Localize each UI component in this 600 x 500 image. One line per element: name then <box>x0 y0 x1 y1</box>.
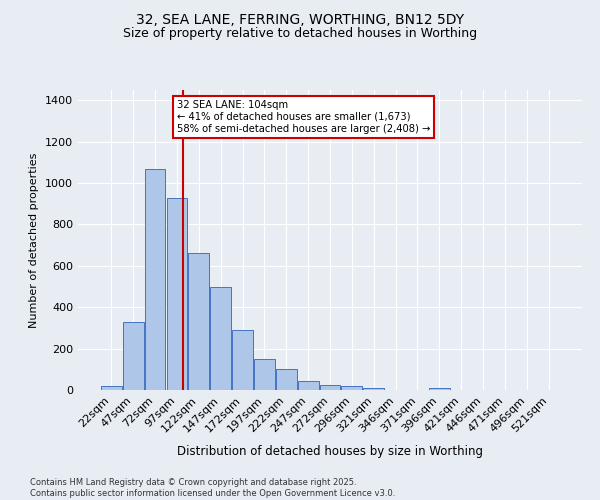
Text: Size of property relative to detached houses in Worthing: Size of property relative to detached ho… <box>123 28 477 40</box>
Y-axis label: Number of detached properties: Number of detached properties <box>29 152 40 328</box>
Text: Contains HM Land Registry data © Crown copyright and database right 2025.
Contai: Contains HM Land Registry data © Crown c… <box>30 478 395 498</box>
Bar <box>429 388 450 390</box>
Text: 32, SEA LANE, FERRING, WORTHING, BN12 5DY: 32, SEA LANE, FERRING, WORTHING, BN12 5D… <box>136 12 464 26</box>
Bar <box>101 386 122 390</box>
Bar <box>145 169 166 390</box>
Bar <box>123 322 143 390</box>
Bar <box>320 386 340 390</box>
Bar <box>341 386 362 390</box>
Bar <box>188 254 209 390</box>
Bar <box>254 359 275 390</box>
Bar <box>232 330 253 390</box>
Bar <box>298 382 319 390</box>
Bar <box>210 286 231 390</box>
Bar <box>364 388 384 390</box>
Text: 32 SEA LANE: 104sqm
← 41% of detached houses are smaller (1,673)
58% of semi-det: 32 SEA LANE: 104sqm ← 41% of detached ho… <box>177 100 430 134</box>
Bar <box>276 370 296 390</box>
Bar <box>167 198 187 390</box>
X-axis label: Distribution of detached houses by size in Worthing: Distribution of detached houses by size … <box>177 445 483 458</box>
